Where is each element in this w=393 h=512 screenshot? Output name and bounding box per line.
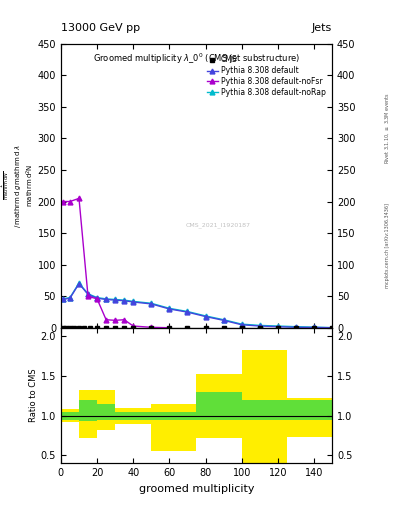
Pythia 8.308 default [131, 299, 136, 305]
Pythia 8.308 default-noRap [167, 305, 172, 311]
Pythia 8.308 default-noRap [312, 324, 316, 330]
CMS [330, 325, 334, 331]
CMS [82, 325, 87, 331]
CMS [167, 325, 172, 331]
Pythia 8.308 default-noRap [131, 298, 136, 305]
CMS [149, 325, 154, 331]
Pythia 8.308 default-noRap [95, 294, 99, 301]
Pythia 8.308 default-noRap [113, 296, 118, 303]
Pythia 8.308 default-noRap [68, 294, 72, 301]
CMS [312, 325, 316, 331]
Pythia 8.308 default [61, 296, 65, 303]
Pythia 8.308 default [68, 295, 72, 301]
CMS [131, 325, 136, 331]
Pythia 8.308 default-noRap [330, 325, 334, 331]
Pythia 8.308 default-noRap [275, 323, 280, 329]
Pythia 8.308 default-noFsr [131, 323, 136, 329]
Pythia 8.308 default-noFsr [149, 324, 154, 330]
Y-axis label: $\frac{1}{\mathrm{mathrm\,d}N}$
$/\,\mathrm{mathrm\,d}\,g\,\mathrm{mathrm\,d}\,\: $\frac{1}{\mathrm{mathrm\,d}N}$ $/\,\mat… [0, 144, 36, 228]
Pythia 8.308 default-noRap [185, 308, 190, 314]
Pythia 8.308 default-noFsr [95, 296, 99, 302]
X-axis label: groomed multiplicity: groomed multiplicity [139, 484, 254, 494]
Y-axis label: Ratio to CMS: Ratio to CMS [29, 369, 38, 422]
Pythia 8.308 default-noRap [86, 291, 90, 297]
CMS [203, 325, 208, 331]
Pythia 8.308 default [86, 291, 90, 297]
Pythia 8.308 default [122, 297, 127, 304]
Line: CMS: CMS [60, 325, 334, 330]
Pythia 8.308 default [239, 322, 244, 328]
Pythia 8.308 default-noRap [203, 313, 208, 319]
Text: Groomed multiplicity $\lambda\_0^0$ (CMS jet substructure): Groomed multiplicity $\lambda\_0^0$ (CMS… [93, 52, 300, 67]
Pythia 8.308 default-noFsr [61, 199, 65, 205]
Pythia 8.308 default [95, 295, 99, 301]
CMS [71, 325, 76, 331]
CMS [64, 325, 69, 331]
Pythia 8.308 default [185, 309, 190, 315]
Text: Jets: Jets [312, 23, 332, 33]
CMS [95, 325, 99, 331]
CMS [221, 325, 226, 331]
CMS [88, 325, 92, 331]
Pythia 8.308 default [203, 313, 208, 319]
Pythia 8.308 default [104, 296, 108, 303]
Pythia 8.308 default-noFsr [86, 293, 90, 300]
Pythia 8.308 default-noFsr [68, 199, 72, 205]
Pythia 8.308 default-noRap [294, 324, 298, 330]
Pythia 8.308 default [167, 306, 172, 312]
Pythia 8.308 default [312, 324, 316, 330]
Text: mcplots.cern.ch [arXiv:1306.3436]: mcplots.cern.ch [arXiv:1306.3436] [385, 203, 389, 288]
CMS [122, 325, 127, 331]
Pythia 8.308 default-noRap [61, 296, 65, 302]
Line: Pythia 8.308 default-noFsr: Pythia 8.308 default-noFsr [60, 196, 172, 330]
CMS [104, 325, 108, 331]
CMS [257, 325, 262, 331]
Pythia 8.308 default [221, 317, 226, 324]
Pythia 8.308 default [294, 324, 298, 330]
Pythia 8.308 default-noFsr [113, 317, 118, 324]
Pythia 8.308 default [77, 281, 81, 287]
CMS [239, 325, 244, 331]
CMS [68, 325, 72, 331]
Pythia 8.308 default [257, 323, 262, 329]
Pythia 8.308 default [113, 297, 118, 303]
CMS [61, 325, 65, 331]
CMS [185, 325, 190, 331]
Pythia 8.308 default-noFsr [167, 325, 172, 331]
Pythia 8.308 default-noRap [257, 323, 262, 329]
CMS [113, 325, 118, 331]
Pythia 8.308 default-noFsr [104, 316, 108, 323]
Pythia 8.308 default [149, 301, 154, 307]
CMS [294, 325, 298, 331]
Legend: CMS, Pythia 8.308 default, Pythia 8.308 default-noFsr, Pythia 8.308 default-noRa: CMS, Pythia 8.308 default, Pythia 8.308 … [204, 53, 328, 99]
Pythia 8.308 default-noRap [221, 316, 226, 323]
Pythia 8.308 default-noRap [77, 280, 81, 286]
Pythia 8.308 default-noFsr [77, 195, 81, 201]
Text: Rivet 3.1.10, $\geq$ 3.3M events: Rivet 3.1.10, $\geq$ 3.3M events [383, 92, 391, 164]
Pythia 8.308 default-noRap [149, 300, 154, 306]
CMS [275, 325, 280, 331]
Text: 13000 GeV pp: 13000 GeV pp [61, 23, 140, 33]
Pythia 8.308 default-noRap [239, 321, 244, 327]
Pythia 8.308 default-noRap [104, 296, 108, 302]
Pythia 8.308 default-noFsr [122, 316, 127, 323]
Pythia 8.308 default [275, 324, 280, 330]
Pythia 8.308 default-noRap [122, 297, 127, 303]
Text: CMS_2021_I1920187: CMS_2021_I1920187 [186, 223, 251, 228]
CMS [77, 325, 81, 331]
Pythia 8.308 default [330, 325, 334, 331]
Line: Pythia 8.308 default: Pythia 8.308 default [60, 281, 334, 330]
Line: Pythia 8.308 default-noRap: Pythia 8.308 default-noRap [60, 281, 334, 330]
